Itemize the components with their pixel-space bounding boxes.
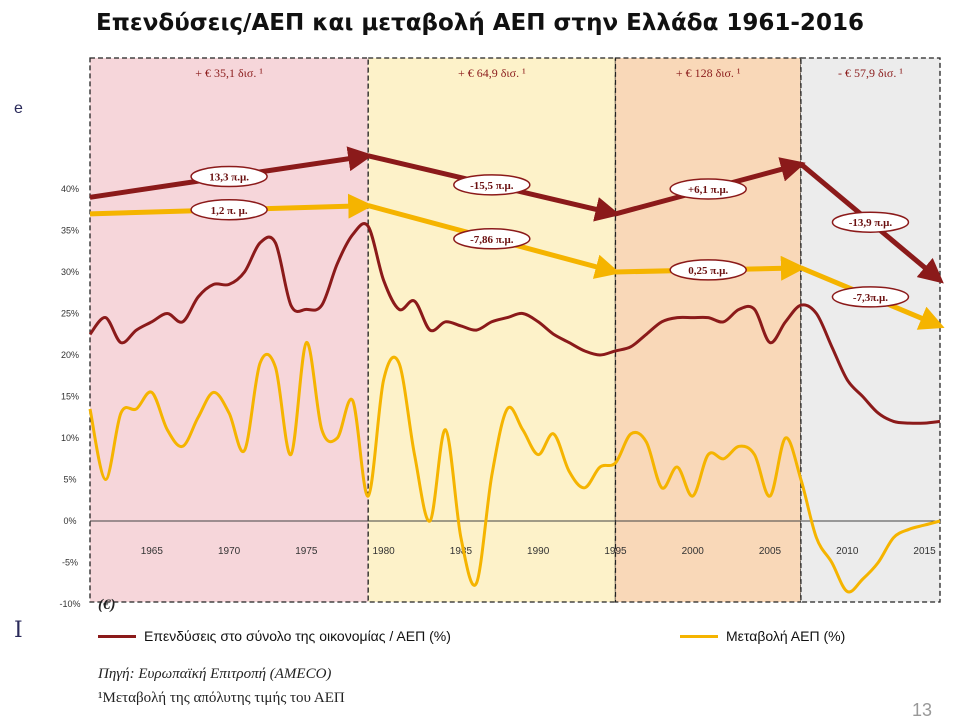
slide-title: Επενδύσεις/ΑΕΠ και μεταβολή ΑΕΠ στην Ελλ… bbox=[96, 10, 864, 36]
period-band bbox=[614, 57, 802, 603]
legend-investment-swatch bbox=[98, 634, 136, 638]
x-tick-label: 1990 bbox=[527, 546, 550, 557]
x-tick-label: 1975 bbox=[295, 546, 318, 557]
trend-bubble-label: -13,9 π.μ. bbox=[849, 217, 893, 229]
period-band bbox=[89, 57, 369, 603]
currency-label: (€) bbox=[98, 597, 116, 613]
trend-bubble bbox=[453, 174, 531, 196]
trend-annotations: 13,3 π.μ. -15,5 π.μ. +6,1 π.μ. -13,9 π.μ. 1,… bbox=[89, 146, 945, 330]
trend-bubble bbox=[190, 165, 268, 188]
axes: 1965 1970 1975 1980 1985 1990 1995 2000 2005 2010… bbox=[59, 184, 940, 609]
source-note: Πηγή: Ευρωπαϊκή Επιτροπή (AMECO) bbox=[98, 666, 332, 682]
legend-investment: Επενδύσεις στο σύνολο της οικονομίας / Α… bbox=[98, 628, 451, 644]
x-tick-label: 1985 bbox=[450, 546, 473, 557]
y-tick-label: 20% bbox=[61, 350, 79, 360]
period-label: - € 57,9 δισ. ¹ bbox=[838, 66, 903, 80]
y-tick-label: 30% bbox=[61, 267, 79, 277]
page-number: 13 bbox=[911, 700, 932, 720]
x-tick-label: 2015 bbox=[913, 546, 936, 557]
period-band bbox=[367, 57, 617, 603]
period-bands: + € 35,1 δισ. ¹ + € 64,9 δισ. ¹ + € 128 δι… bbox=[89, 57, 941, 603]
trend-bubble-label: -7,3π.μ. bbox=[853, 292, 888, 304]
trend-bubble bbox=[669, 178, 747, 200]
series-investment-line bbox=[88, 222, 941, 425]
trend-bubble-label: 0,25 π.μ. bbox=[688, 265, 728, 277]
y-tick-label: -10% bbox=[59, 599, 80, 609]
x-tick-label: 1980 bbox=[373, 546, 396, 557]
period-band bbox=[800, 57, 941, 603]
legend-gdp-label: Μεταβολή ΑΕΠ (%) bbox=[726, 628, 846, 644]
trend-bubble-label: 1,2 π. μ. bbox=[211, 205, 248, 217]
y-tick-label: 5% bbox=[63, 475, 76, 485]
y-tick-label: 40% bbox=[61, 184, 79, 194]
trend-bubble bbox=[669, 259, 747, 281]
trend-bubble-label: -7,86 π.μ. bbox=[470, 234, 514, 246]
trend-bubble bbox=[453, 228, 531, 250]
x-tick-label: 1965 bbox=[141, 546, 164, 557]
edge-mark-top: e bbox=[14, 100, 23, 117]
y-tick-label: 0% bbox=[63, 516, 76, 526]
x-tick-label: 2010 bbox=[836, 546, 859, 557]
trend-bubble-label: +6,1 π.μ. bbox=[688, 184, 729, 196]
trend-bubble-label: -15,5 π.μ. bbox=[470, 180, 514, 192]
period-label: + € 35,1 δισ. ¹ bbox=[195, 66, 263, 80]
series-group bbox=[88, 222, 941, 594]
series-gdp-line bbox=[88, 341, 941, 594]
period-label: + € 128 δισ. ¹ bbox=[676, 66, 741, 80]
y-tick-label: 15% bbox=[61, 392, 79, 402]
x-tick-label: 2000 bbox=[682, 546, 705, 557]
legend-gdp: Μεταβολή ΑΕΠ (%) bbox=[680, 628, 845, 644]
x-tick-label: 1970 bbox=[218, 546, 241, 557]
trend-bubble bbox=[190, 199, 268, 221]
trend-bubble-label: 13,3 π.μ. bbox=[209, 172, 249, 184]
y-tick-label: 10% bbox=[61, 433, 79, 443]
footnote: ¹Μεταβολή της απόλυτης τιμής του ΑΕΠ bbox=[98, 690, 345, 706]
x-tick-label: 2005 bbox=[759, 546, 782, 557]
legend-investment-label: Επενδύσεις στο σύνολο της οικονομίας / Α… bbox=[144, 628, 451, 644]
edge-mark-bottom: I bbox=[14, 618, 23, 643]
trend-bubble bbox=[831, 286, 910, 308]
y-tick-label: -5% bbox=[62, 558, 78, 568]
period-label: + € 64,9 δισ. ¹ bbox=[458, 66, 526, 80]
y-tick-label: 25% bbox=[61, 309, 79, 319]
x-tick-label: 1995 bbox=[604, 546, 627, 557]
y-tick-label: 35% bbox=[61, 226, 79, 236]
legend-gdp-swatch bbox=[680, 634, 718, 638]
trend-bubble bbox=[831, 211, 910, 233]
